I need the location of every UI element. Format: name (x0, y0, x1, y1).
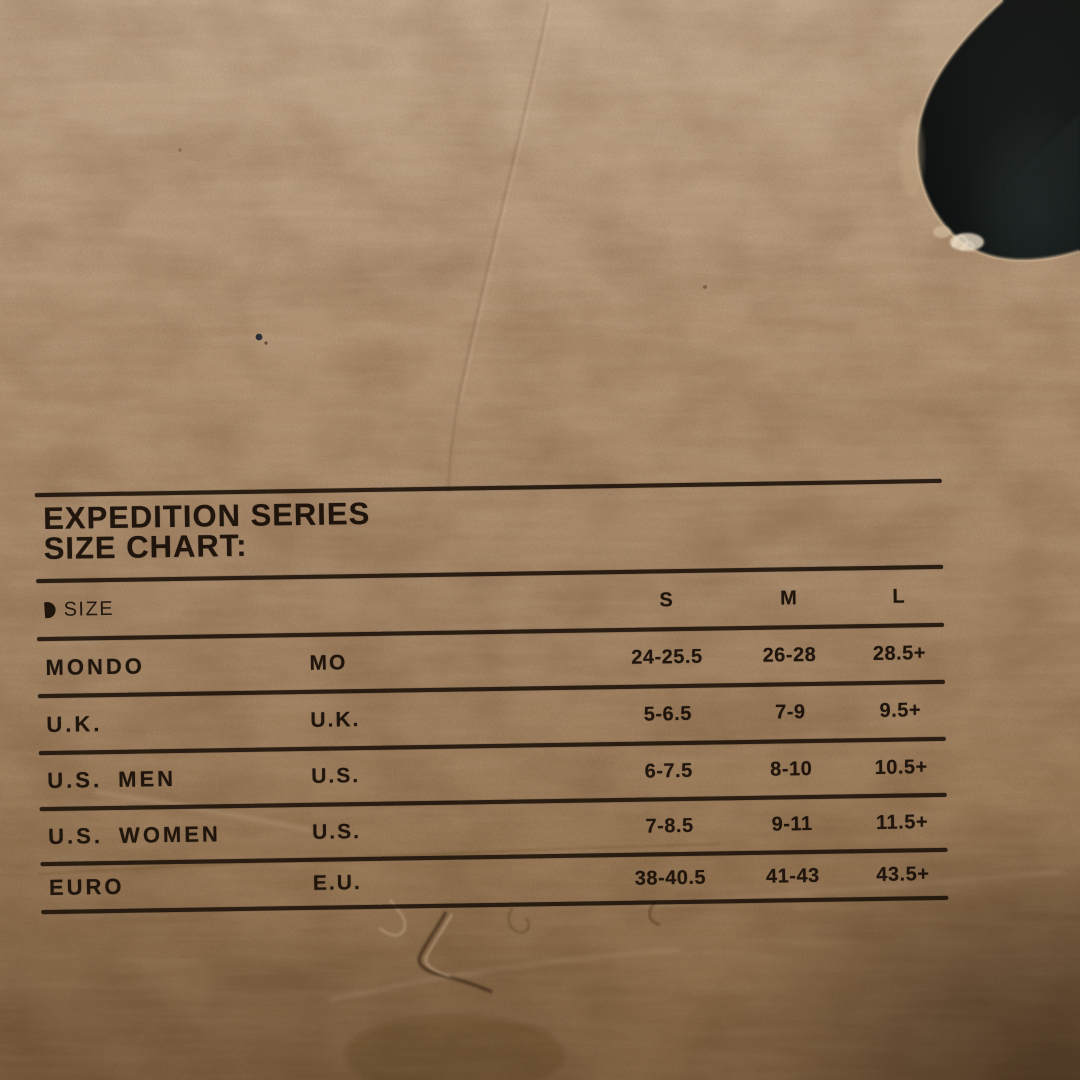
column-header-s: S (659, 588, 673, 611)
row-label: U.S. WOMEN (47, 820, 222, 849)
column-header-l: L (892, 585, 905, 608)
chart-title: EXPEDITION SERIES SIZE CHART: (35, 483, 943, 579)
row-abbr: MO (309, 650, 348, 675)
cell-s: 7-8.5 (645, 814, 694, 838)
row-label: MONDO (45, 652, 146, 680)
cell-l: 10.5+ (874, 755, 928, 779)
scratch-marks (329, 899, 681, 1080)
row-label: U.K. (46, 710, 103, 737)
size-header-cell: SIZE (36, 594, 308, 621)
cell-l: 28.5+ (872, 642, 927, 666)
cell-s: 5-6.5 (643, 702, 693, 726)
cell-m: 26-28 (762, 643, 817, 667)
cell-s: 24-25.5 (631, 645, 703, 669)
cell-l: 11.5+ (875, 811, 929, 834)
cell-s: 6-7.5 (644, 759, 693, 783)
size-header-label: SIZE (63, 597, 115, 621)
cell-m: 41-43 (765, 864, 820, 888)
column-header-m: M (780, 586, 798, 609)
row-abbr: U.S. (311, 819, 362, 844)
cell-m: 7-9 (774, 701, 806, 724)
row-abbr: U.S. (311, 764, 361, 788)
cell-l: 9.5+ (879, 699, 922, 722)
cell-l: 43.5+ (876, 862, 930, 886)
cell-s: 38-40.5 (634, 866, 707, 890)
abbr-header-cell (309, 601, 609, 606)
size-marker-icon (44, 601, 57, 619)
cell-m: 9-11 (771, 812, 813, 836)
handle-hole (900, 0, 1080, 262)
row-abbr: E.U. (312, 871, 362, 895)
cell-m: 8-10 (770, 757, 813, 781)
row-abbr: U.K. (310, 707, 361, 732)
size-chart: EXPEDITION SERIES SIZE CHART: SIZE S M L… (34, 478, 949, 915)
row-label: EURO (48, 873, 125, 900)
row-label: U.S. MEN (47, 765, 177, 793)
